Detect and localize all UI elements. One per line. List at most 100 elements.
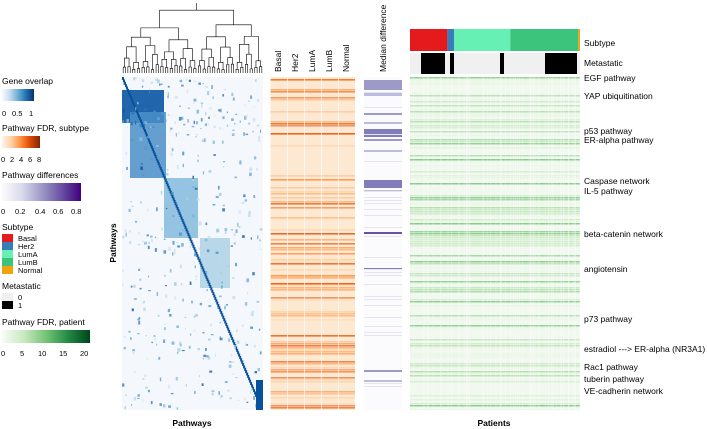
overlap-cell [254, 79, 257, 83]
overlap-cell [219, 259, 223, 262]
legend-subtype-label: LumA [18, 250, 38, 259]
overlap-diagonal-cell [157, 162, 160, 166]
patient-fdr-stripe [410, 273, 580, 275]
overlap-cell [251, 314, 254, 317]
overlap-diagonal-cell [216, 301, 219, 305]
patient-fdr-column-gap [487, 77, 489, 410]
patient-fdr-stripe [410, 141, 580, 143]
overlap-cell [208, 116, 210, 119]
overlap-cell [128, 208, 131, 213]
overlap-cell [200, 128, 202, 130]
patient-fdr-stripe [410, 405, 580, 407]
overlap-cell [248, 211, 251, 215]
patient-fdr-stripe [410, 395, 580, 397]
median-difference-stripe [364, 92, 402, 96]
patient-fdr-stripe [410, 403, 580, 405]
patient-fdr-stripe [410, 101, 580, 103]
subtype-fdr-stripe [270, 341, 355, 343]
overlap-cell [216, 307, 219, 309]
overlap-cell [229, 397, 232, 400]
legend-tick: 0 [2, 109, 6, 118]
patient-fdr-column-gap [501, 77, 503, 410]
dendrogram-branch [171, 59, 177, 69]
patient-fdr-stripe [410, 197, 580, 199]
median-difference-stripe [364, 296, 402, 297]
overlap-cell [159, 377, 162, 382]
overlap-cell [203, 354, 206, 358]
overlap-cell [168, 246, 171, 251]
overlap-diagonal-cell [151, 147, 154, 151]
overlap-cell [182, 298, 184, 302]
overlap-diagonal-cell [193, 247, 196, 251]
dendrogram-branch [202, 68, 206, 73]
dendrogram-branch [215, 24, 252, 37]
overlap-cell [233, 233, 236, 237]
overlap-cell [172, 215, 175, 218]
subtype-fdr-stripe [270, 319, 355, 321]
dendrogram-branch [160, 66, 164, 73]
metastatic-block [450, 53, 454, 74]
overlap-cell [175, 242, 179, 244]
subtype-fdr-stripe [270, 97, 355, 99]
subtype-fdr-stripe [270, 405, 355, 407]
overlap-diagonal-cell [166, 183, 169, 187]
overlap-cell [211, 85, 213, 90]
overlap-cell [181, 84, 184, 87]
patient-fdr-stripe [410, 165, 580, 167]
overlap-cell [152, 125, 155, 129]
dendrogram-branch [189, 60, 196, 69]
overlap-cell [226, 111, 228, 114]
overlap-diagonal-cell [188, 235, 191, 239]
overlap-diagonal-cell [246, 372, 249, 376]
overlap-diagonal-cell [171, 195, 174, 199]
overlap-cell [202, 82, 204, 85]
overlap-diagonal-cell [165, 181, 168, 185]
overlap-cell [195, 313, 198, 317]
overlap-cell [238, 226, 241, 228]
subtype-fdr-stripe [270, 133, 355, 135]
overlap-cell [130, 200, 133, 203]
overlap-cell [258, 328, 261, 331]
dendrogram-branch [127, 66, 131, 73]
pathway-label: YAP ubiquitination [584, 91, 653, 101]
dendrogram-branch [245, 63, 249, 73]
overlap-cell [197, 159, 199, 163]
patient-fdr-stripe [410, 221, 580, 223]
overlap-cell [129, 230, 131, 233]
median-difference-stripe [364, 107, 402, 108]
patient-fdr-heatmap [410, 77, 580, 411]
subtype-fdr-stripe [270, 191, 355, 193]
patient-fdr-stripe [410, 301, 580, 303]
overlap-cell [235, 262, 237, 267]
overlap-cell [194, 187, 198, 190]
patient-fdr-stripe [410, 105, 580, 107]
subtype-fdr-stripe [270, 299, 355, 301]
overlap-diagonal-cell [167, 185, 170, 189]
overlap-cell [252, 118, 256, 122]
overlap-cell [232, 129, 235, 131]
overlap-cell [251, 310, 254, 314]
overlap-cell [139, 113, 142, 117]
patient-fdr-stripe [410, 93, 580, 95]
patient-fdr-stripe [410, 381, 580, 383]
overlap-cell [160, 127, 164, 130]
overlap-cell [215, 195, 219, 199]
patient-fdr-stripe [410, 143, 580, 145]
pathway-label: VE-cadherin network [584, 386, 664, 396]
overlap-diagonal-cell [155, 157, 158, 161]
patient-fdr-column-gap [505, 77, 506, 410]
subtype-fdr-stripe [270, 201, 355, 203]
legend-swatch-normal [2, 266, 13, 274]
overlap-cell [127, 104, 129, 107]
legend-tick: 15 [59, 349, 67, 358]
patient-fdr-stripe [410, 161, 580, 163]
overlap-block [200, 238, 230, 288]
overlap-cell [219, 127, 221, 130]
overlap-diagonal-cell [139, 119, 142, 123]
legend-tick: 0.2 [15, 207, 25, 216]
overlap-cell [161, 112, 164, 115]
subtype-fdr-stripe [270, 111, 355, 113]
overlap-cell [159, 403, 162, 407]
overlap-cell [193, 102, 195, 104]
subtype-fdr-stripe [270, 99, 355, 101]
